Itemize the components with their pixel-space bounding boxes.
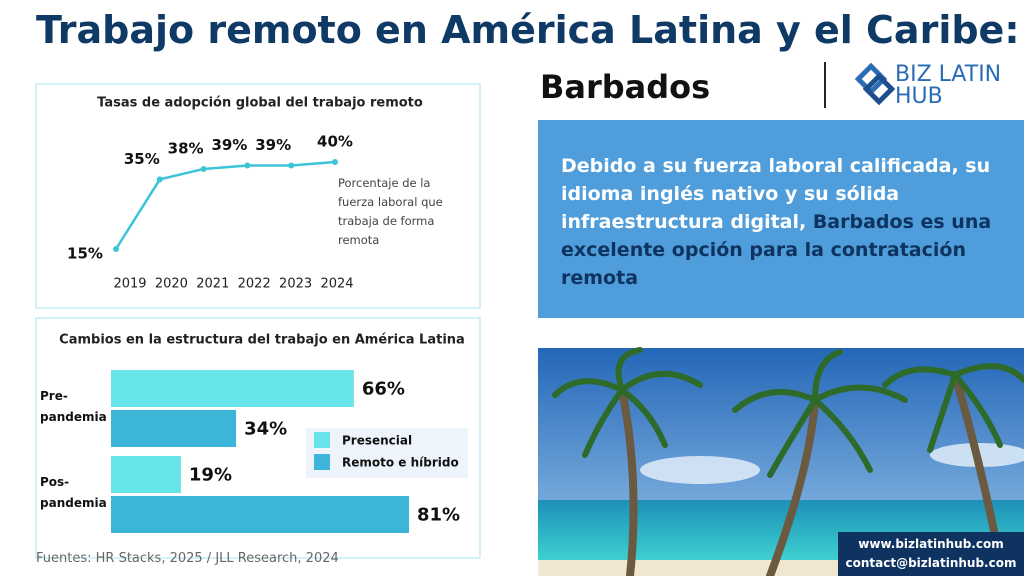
data-label: 35%	[124, 150, 160, 168]
data-label: 66%	[362, 379, 405, 400]
legend-swatch	[314, 454, 330, 470]
panel-frame	[35, 83, 481, 309]
x-tick-label: 2019	[113, 277, 146, 292]
data-label: 39%	[211, 136, 247, 154]
panel-highlight: Barbados es una excelente opción para la…	[561, 211, 992, 289]
contact-box	[838, 532, 1024, 576]
title: Trabajo remoto en América Latina y el Ca…	[36, 8, 1020, 52]
data-label: 15%	[67, 245, 103, 263]
x-tick-label: 2021	[196, 277, 229, 292]
legend-label: Presencial	[342, 434, 412, 448]
contact: www.bizlatinhub.com contact@bizlatinhub.c…	[838, 535, 1024, 573]
panel-frame	[35, 317, 481, 559]
logo-text: HUB	[895, 84, 943, 109]
x-tick-label: 2023	[279, 277, 312, 292]
data-label: 19%	[189, 465, 232, 486]
panel-text: Debido a su fuerza laboral calificada, s…	[561, 152, 1001, 292]
text-panel	[538, 120, 1024, 318]
x-tick-label: 2022	[238, 277, 271, 292]
data-label: 40%	[317, 133, 353, 151]
data-label: 38%	[168, 139, 204, 157]
x-tick-label: 2020	[155, 277, 188, 292]
subtitle: Barbados	[540, 68, 711, 106]
point	[113, 246, 119, 252]
bar	[111, 370, 354, 407]
legend-box	[306, 428, 468, 478]
logo-icon	[854, 62, 896, 106]
point	[332, 159, 338, 165]
annotation: Porcentaje de la fuerza laboral que trab…	[338, 176, 443, 247]
point	[244, 162, 251, 169]
legend-swatch	[314, 432, 330, 448]
data-label: 81%	[417, 505, 460, 526]
category-label: Pre-pandemia	[40, 389, 107, 424]
panel-body: Debido a su fuerza laboral calificada, s…	[561, 155, 991, 233]
x-tick-label: 2024	[320, 277, 353, 292]
logo: BIZ LATIN HUB	[895, 64, 1001, 108]
email: contact@bizlatinhub.com	[845, 556, 1017, 570]
point	[156, 176, 163, 183]
photo	[538, 347, 1024, 576]
legend-label: Remoto e híbrido	[342, 456, 459, 470]
bar	[111, 496, 409, 533]
line	[114, 160, 336, 250]
point	[288, 162, 295, 169]
chart-title: Cambios en la estructura del trabajo en …	[59, 333, 465, 348]
data-label: 34%	[244, 419, 287, 440]
logo-text: BIZ LATIN	[895, 62, 1002, 87]
bar	[111, 456, 181, 493]
website: www.bizlatinhub.com	[858, 537, 1004, 551]
chart-title: Tasas de adopción global del trabajo rem…	[97, 96, 423, 111]
sources: Fuentes: HR Stacks, 2025 / JLL Research,…	[36, 551, 339, 566]
category-label: Pos-pandemia	[40, 475, 107, 510]
point	[200, 165, 207, 172]
bar	[111, 410, 237, 447]
data-label: 39%	[255, 136, 291, 154]
